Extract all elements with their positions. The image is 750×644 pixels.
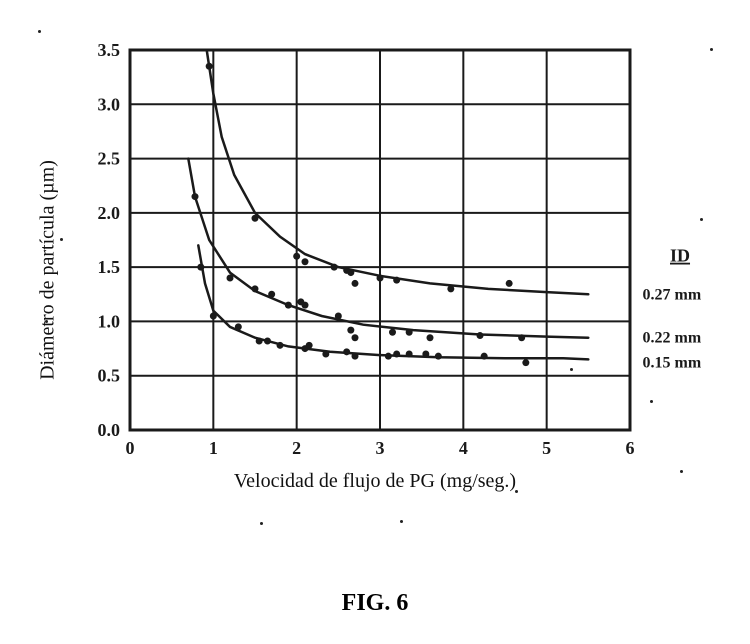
chart-container: Diámetro de partícula (µm) 0 1 2 3 4 5 6 0.0 0.5… bbox=[30, 40, 720, 500]
y-tick-label: 1.0 bbox=[98, 311, 121, 331]
x-tick-label: 0 bbox=[126, 438, 135, 458]
data-point bbox=[227, 275, 234, 282]
noise-dot bbox=[680, 470, 683, 473]
data-point bbox=[210, 313, 217, 320]
noise-dot bbox=[650, 400, 653, 403]
data-point bbox=[252, 215, 259, 222]
x-tick-label: 4 bbox=[459, 438, 468, 458]
x-axis-label: Velocidad de flujo de PG (mg/seg.) bbox=[30, 470, 720, 493]
chart-svg: 0 1 2 3 4 5 6 0.0 0.5 1.0 1.5 2.0 2.5 3.0 3.5 ID 0.27 mm… bbox=[30, 40, 720, 480]
data-point bbox=[347, 269, 354, 276]
noise-dot bbox=[60, 238, 63, 241]
noise-dot bbox=[515, 490, 518, 493]
data-point bbox=[389, 329, 396, 336]
series-label: 0.27 mm bbox=[643, 286, 702, 303]
data-point bbox=[427, 334, 434, 341]
y-tick-label: 0.0 bbox=[98, 420, 121, 440]
series-label: 0.22 mm bbox=[643, 330, 702, 347]
series-label: 0.15 mm bbox=[643, 355, 702, 372]
data-point bbox=[285, 302, 292, 309]
noise-dot bbox=[38, 30, 41, 33]
data-point bbox=[506, 280, 513, 287]
data-point bbox=[352, 280, 359, 287]
noise-dot bbox=[45, 320, 48, 323]
x-tick-label: 6 bbox=[626, 438, 635, 458]
legend-title: ID bbox=[670, 246, 690, 266]
y-axis-label: Diámetro de partícula (µm) bbox=[37, 160, 60, 380]
data-point bbox=[422, 351, 429, 358]
data-point bbox=[352, 334, 359, 341]
data-point bbox=[264, 337, 271, 344]
data-point bbox=[393, 277, 400, 284]
data-point bbox=[393, 351, 400, 358]
data-point bbox=[268, 291, 275, 298]
data-point bbox=[302, 258, 309, 265]
data-point bbox=[477, 332, 484, 339]
y-tick-label: 2.0 bbox=[98, 203, 121, 223]
data-point bbox=[197, 264, 204, 271]
data-point bbox=[277, 342, 284, 349]
page: Diámetro de partícula (µm) 0 1 2 3 4 5 6 0.0 0.5… bbox=[0, 0, 750, 644]
fit-curve bbox=[188, 159, 588, 338]
data-point bbox=[522, 359, 529, 366]
x-tick-label: 1 bbox=[209, 438, 218, 458]
noise-dot bbox=[260, 522, 263, 525]
data-point bbox=[352, 353, 359, 360]
data-point bbox=[385, 353, 392, 360]
y-tick-label: 3.5 bbox=[98, 40, 121, 60]
data-point bbox=[192, 193, 199, 200]
data-point bbox=[347, 327, 354, 334]
data-point bbox=[252, 285, 259, 292]
x-tick-label: 3 bbox=[376, 438, 385, 458]
data-point bbox=[435, 353, 442, 360]
figure-caption: FIG. 6 bbox=[0, 590, 750, 617]
data-point bbox=[331, 264, 338, 271]
data-point bbox=[322, 351, 329, 358]
data-point bbox=[481, 353, 488, 360]
noise-dot bbox=[570, 368, 573, 371]
y-tick-label: 2.5 bbox=[98, 149, 121, 169]
data-point bbox=[447, 285, 454, 292]
y-tick-label: 1.5 bbox=[98, 257, 121, 277]
data-point bbox=[302, 302, 309, 309]
noise-dot bbox=[710, 48, 713, 51]
x-tick-label: 5 bbox=[542, 438, 551, 458]
data-point bbox=[343, 348, 350, 355]
noise-dot bbox=[400, 520, 403, 523]
data-point bbox=[518, 334, 525, 341]
data-point bbox=[206, 63, 213, 70]
fit-curve bbox=[207, 50, 589, 294]
y-tick-label: 3.0 bbox=[98, 94, 121, 114]
data-point bbox=[256, 337, 263, 344]
data-point bbox=[293, 253, 300, 260]
data-point bbox=[306, 342, 313, 349]
data-point bbox=[335, 313, 342, 320]
data-point bbox=[377, 275, 384, 282]
noise-dot bbox=[700, 218, 703, 221]
data-point bbox=[406, 351, 413, 358]
data-point bbox=[406, 329, 413, 336]
data-point bbox=[235, 323, 242, 330]
x-tick-label: 2 bbox=[292, 438, 301, 458]
y-tick-label: 0.5 bbox=[98, 366, 121, 386]
